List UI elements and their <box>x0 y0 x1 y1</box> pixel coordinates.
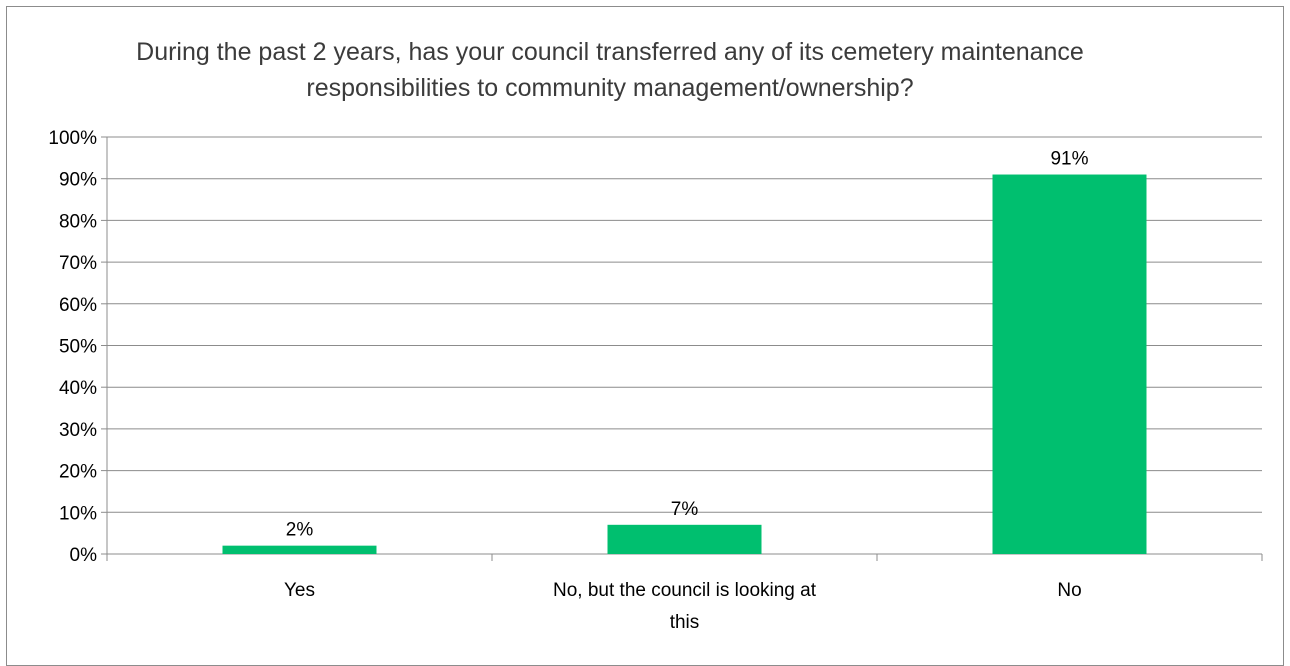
bar <box>607 524 762 554</box>
category-label: No <box>1057 580 1081 601</box>
bar-chart: 0% 10% 20% 30% 40% 50% 60% 70% 80% 90% 100% 2% Yes 7%… <box>48 128 1263 633</box>
data-label: 7% <box>671 499 699 520</box>
chart-title: During the past 2 years, has your counci… <box>136 38 1084 102</box>
category-label-line: Yes <box>284 580 315 601</box>
bar <box>992 174 1147 554</box>
y-tick-label: 60% <box>59 295 97 316</box>
category-label-line: No, but the council is looking at <box>553 580 817 601</box>
y-tick-label: 0% <box>70 545 98 566</box>
y-tick-label: 80% <box>59 211 97 232</box>
y-tick-label: 10% <box>59 503 97 524</box>
y-tick-label: 100% <box>48 128 97 149</box>
y-tick-label: 90% <box>59 170 97 191</box>
y-tick-label: 40% <box>59 378 97 399</box>
y-tick-label: 30% <box>59 420 97 441</box>
y-tick-label: 20% <box>59 462 97 483</box>
y-tick-label: 50% <box>59 337 97 358</box>
category-label-line: No <box>1057 580 1081 601</box>
category-label: Yes <box>284 580 315 601</box>
bar <box>222 545 377 554</box>
data-label: 2% <box>286 520 314 541</box>
data-label: 91% <box>1050 149 1088 170</box>
category-label-line: this <box>670 612 700 633</box>
y-tick-label: 70% <box>59 253 97 274</box>
category-label: No, but the council is looking at this <box>553 580 817 633</box>
